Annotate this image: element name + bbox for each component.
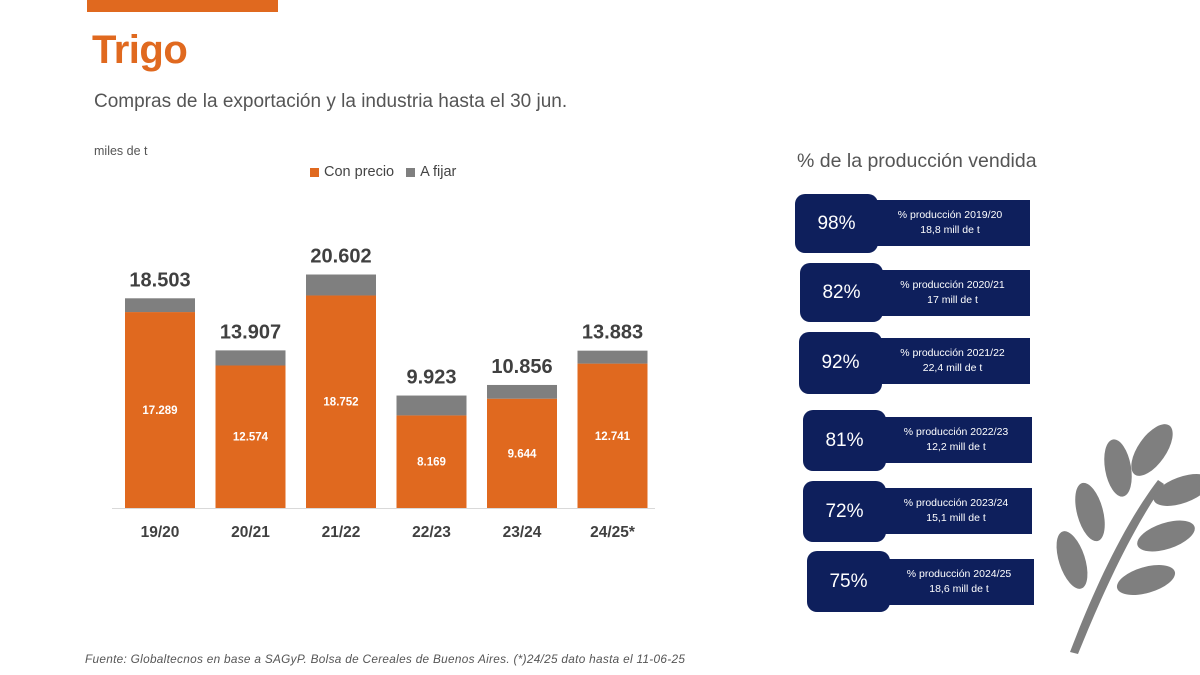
unit-label: miles de t — [94, 144, 148, 158]
share-production: 17 mill de t — [927, 294, 978, 306]
data-label-total: 9.923 — [406, 367, 456, 389]
share-label-box: % producción 2021/22 22,4 mill de t — [875, 338, 1030, 384]
legend-swatch-con-precio — [310, 167, 319, 177]
share-label-box: % producción 2023/24 15,1 mill de t — [880, 488, 1032, 534]
share-label: % producción 2020/21 — [900, 279, 1005, 291]
x-tick-label: 20/21 — [231, 524, 270, 541]
share-label-box: % producción 2024/25 18,6 mill de t — [884, 559, 1034, 605]
share-production: 15,1 mill de t — [926, 512, 986, 524]
bar-a-fijar — [306, 274, 376, 296]
source-note: Fuente: Globaltecnos en base a SAGyP. Bo… — [85, 652, 686, 666]
data-label-con-precio: 12.574 — [233, 432, 269, 444]
x-tick-label: 21/22 — [322, 524, 361, 541]
data-label-total: 20.602 — [310, 246, 371, 268]
data-label-total: 10.856 — [491, 356, 552, 378]
bar-a-fijar — [125, 298, 195, 313]
bar-a-fijar — [396, 395, 467, 416]
share-pill: 92% — [799, 332, 882, 394]
share-label: % producción 2023/24 — [903, 497, 1009, 509]
x-tick-label: 24/25* — [590, 524, 636, 541]
data-label-total: 13.907 — [220, 321, 281, 343]
data-label-total: 18.503 — [129, 269, 190, 291]
share-label: % producción 2022/23 — [903, 426, 1009, 438]
bar-con-precio — [487, 398, 557, 508]
bar-con-precio — [577, 363, 648, 508]
page-subtitle: Compras de la exportación y la industria… — [94, 91, 568, 112]
share-label-box: % producción 2019/20 18,8 mill de t — [870, 200, 1030, 246]
bar-a-fijar — [215, 350, 286, 366]
data-label-total: 13.883 — [582, 322, 643, 344]
share-pill: 72% — [803, 481, 886, 542]
data-label-con-precio: 17.289 — [142, 405, 177, 417]
x-tick-label: 19/20 — [141, 524, 180, 541]
share-label: % producción 2021/22 — [900, 347, 1005, 359]
bar-a-fijar — [577, 350, 648, 364]
legend-item-a-fijar: A fijar — [406, 164, 456, 180]
data-label-con-precio: 12.741 — [595, 431, 631, 443]
x-tick-label: 22/23 — [412, 524, 451, 541]
share-production: 18,8 mill de t — [920, 224, 980, 236]
bar-chart: 17.289 18.503 19/20 12.574 13.907 20/21 18.752… — [112, 246, 655, 541]
bar-con-precio — [306, 295, 376, 508]
wheat-icon — [1056, 424, 1200, 654]
legend-label-a-fijar: A fijar — [420, 164, 457, 180]
chart-legend: Con precio A fijar — [310, 164, 468, 180]
share-pill: 98% — [795, 194, 878, 253]
accent-bar — [87, 0, 278, 12]
bar-con-precio — [215, 365, 286, 508]
share-pill: 82% — [800, 263, 883, 322]
bar-con-precio — [396, 415, 467, 508]
sold-share-title: % de la producción vendida — [797, 150, 1037, 172]
legend-item-con-precio: Con precio — [310, 164, 394, 180]
bar-a-fijar — [487, 384, 557, 399]
share-production: 12,2 mill de t — [926, 441, 986, 453]
share-label: % producción 2024/25 — [906, 568, 1012, 580]
data-label-con-precio: 9.644 — [508, 448, 537, 460]
data-label-con-precio: 8.169 — [417, 457, 446, 469]
share-production: 18,6 mill de t — [929, 583, 989, 595]
share-production: 22,4 mill de t — [922, 362, 983, 374]
bar-con-precio — [125, 312, 195, 508]
data-label-con-precio: 18.752 — [323, 397, 358, 409]
legend-swatch-a-fijar — [406, 167, 416, 177]
share-label-box: % producción 2022/23 12,2 mill de t — [880, 417, 1032, 463]
share-label-box: % producción 2020/21 17 mill de t — [875, 270, 1030, 316]
share-pill: 75% — [807, 551, 890, 612]
legend-label-con-precio: Con precio — [324, 164, 395, 180]
share-label: % producción 2019/20 — [897, 209, 1003, 221]
x-tick-label: 23/24 — [503, 524, 542, 541]
page-title: Trigo — [92, 28, 188, 72]
share-pill: 81% — [803, 410, 886, 471]
